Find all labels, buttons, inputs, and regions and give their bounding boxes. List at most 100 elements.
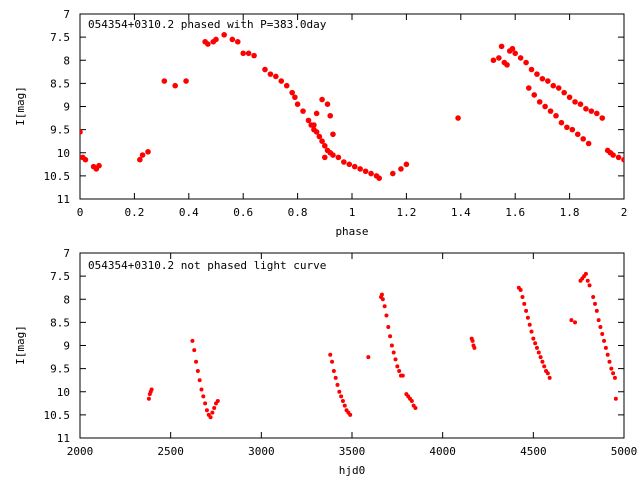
data-point (313, 110, 320, 117)
data-point (569, 126, 576, 133)
data-point (409, 399, 414, 403)
data-point (528, 66, 535, 73)
data-point (342, 403, 347, 408)
data-point (245, 50, 252, 57)
x-tick-label: 4000 (429, 445, 456, 458)
data-point (561, 89, 567, 96)
data-point (588, 108, 595, 114)
data-point (346, 161, 353, 168)
data-point (337, 389, 342, 394)
x-tick-label: 1 (349, 206, 356, 219)
data-point (203, 401, 208, 406)
data-point (540, 359, 545, 364)
data-point (328, 352, 333, 357)
y-tick-label: 7 (63, 247, 70, 260)
data-point (213, 36, 219, 43)
x-tick-label: 1.2 (396, 206, 416, 219)
data-point (496, 55, 502, 61)
data-point (524, 308, 529, 313)
data-point (470, 338, 475, 343)
data-point (529, 329, 534, 334)
data-point (599, 115, 606, 121)
data-point (531, 336, 536, 341)
data-point (542, 364, 547, 369)
data-point (531, 92, 538, 98)
data-point (504, 62, 510, 68)
x-tick-label: 1.6 (505, 206, 525, 219)
data-point (403, 161, 410, 168)
data-point (558, 119, 565, 126)
data-point (316, 133, 323, 140)
data-point (585, 140, 592, 147)
x-tick-label: 1.4 (451, 206, 471, 219)
x-tick-label: 0.8 (288, 206, 308, 219)
y-tick-label: 9 (63, 340, 70, 353)
data-point (522, 301, 527, 306)
y-tick-label: 9.5 (50, 124, 70, 137)
y-tick-label: 7.5 (50, 31, 70, 44)
data-point (594, 110, 600, 117)
chart-title: 054354+0310.2 phased with P=383.0day (88, 18, 327, 31)
data-point (536, 350, 541, 355)
data-point (534, 71, 540, 77)
x-tick-label: 5000 (611, 445, 638, 458)
chart-title: 054354+0310.2 not phased light curve (88, 259, 326, 272)
y-tick-label: 10.5 (44, 170, 71, 183)
data-point (251, 52, 257, 59)
data-point (596, 318, 601, 323)
data-point (527, 322, 532, 327)
data-point (602, 338, 607, 343)
data-point (262, 66, 268, 73)
data-point (273, 73, 279, 80)
data-point (397, 368, 402, 373)
data-point (368, 170, 374, 177)
data-point (139, 152, 146, 158)
data-point (587, 283, 592, 288)
data-point (161, 78, 168, 84)
y-tick-label: 10 (57, 386, 70, 399)
y-tick-label: 8.5 (50, 77, 70, 90)
data-point (145, 149, 151, 155)
data-point (294, 101, 301, 107)
x-axis-label: hjd0 (339, 464, 366, 477)
data-point (311, 122, 317, 128)
data-point (509, 45, 516, 52)
y-tick-label: 9.5 (50, 363, 70, 376)
data-point (523, 59, 529, 66)
x-axis-label: phase (335, 225, 368, 238)
x-tick-label: 3000 (248, 445, 275, 458)
data-point (319, 138, 325, 144)
data-point (267, 71, 274, 77)
x-tick-label: 0.2 (124, 206, 144, 219)
data-point (472, 345, 477, 350)
data-point (240, 50, 246, 57)
data-point (330, 359, 335, 364)
data-point (80, 129, 83, 135)
data-point (577, 101, 584, 107)
data-point (348, 412, 353, 417)
data-point (572, 99, 578, 105)
data-point (550, 82, 557, 89)
data-point (603, 345, 608, 350)
y-axis-label: I[mag] (14, 86, 27, 126)
y-tick-label: 8 (63, 54, 70, 67)
data-point (533, 341, 538, 346)
data-point (583, 106, 589, 112)
data-point (357, 166, 363, 172)
data-point (221, 32, 227, 38)
data-point (322, 143, 328, 149)
data-point (183, 78, 189, 84)
data-point (194, 359, 199, 364)
x-tick-label: 0.6 (233, 206, 253, 219)
y-axis-label: I[mag] (14, 325, 27, 365)
data-point (490, 57, 497, 64)
data-point (400, 373, 405, 378)
data-point (498, 43, 505, 50)
data-point (413, 405, 418, 410)
data-point (335, 154, 342, 161)
data-point (215, 399, 220, 403)
data-point (322, 154, 328, 161)
data-point (319, 96, 325, 103)
data-point (201, 394, 206, 399)
